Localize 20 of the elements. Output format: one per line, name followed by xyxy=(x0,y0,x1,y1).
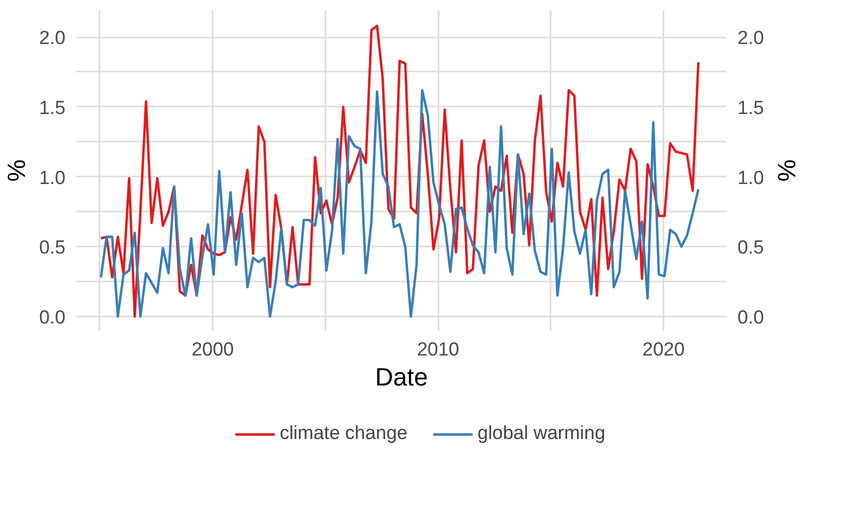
y-tick-label: 2.0 xyxy=(39,28,66,50)
y2-tick-label: 1.5 xyxy=(738,98,764,119)
y2-tick-label: 2.0 xyxy=(738,28,764,50)
y-tick-label: 1.5 xyxy=(39,98,66,119)
y-tick-label: 1.0 xyxy=(39,168,66,189)
y2-axis-title: % xyxy=(772,159,800,182)
y2-tick-label: 0.5 xyxy=(738,238,764,259)
legend-label: climate change xyxy=(280,423,408,445)
y2-tick-label: 0.0 xyxy=(738,308,764,329)
y2-tick-label: 1.0 xyxy=(738,168,764,189)
x-tick-label: 2020 xyxy=(642,340,685,360)
y-tick-label: 0.5 xyxy=(39,238,66,259)
x-tick-label: 2010 xyxy=(417,340,460,360)
y-axis-title: % xyxy=(3,159,32,182)
legend-label: global warming xyxy=(478,423,606,445)
y-tick-label: 0.0 xyxy=(39,308,66,329)
line-series xyxy=(100,88,700,318)
line-series xyxy=(100,24,700,318)
x-tick-label: 2000 xyxy=(192,340,234,360)
x-axis-title: Date xyxy=(375,364,428,392)
